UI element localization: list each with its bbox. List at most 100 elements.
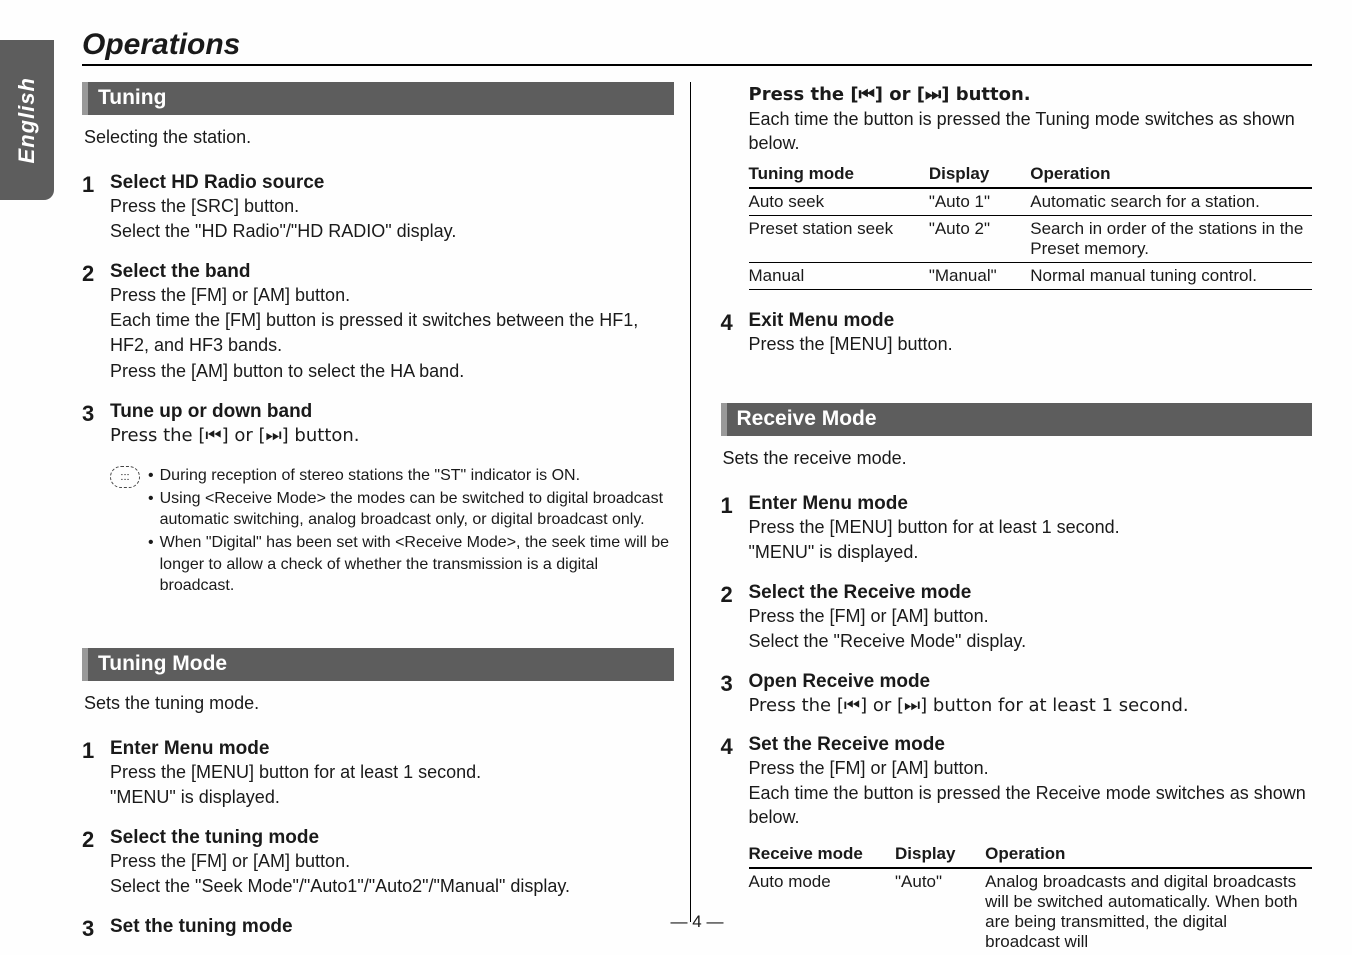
step-line: Press the [FM] or [AM] button. <box>749 606 1313 627</box>
cell: Normal manual tuning control. <box>1030 262 1312 289</box>
rx-step-4: 4 Set the Receive mode Press the [FM] or… <box>721 734 1313 832</box>
section-tuning-bar: Tuning <box>82 82 674 115</box>
step-line: Press the [⏮] or [⏭] button. <box>749 84 1313 105</box>
step-body: Exit Menu mode Press the [MENU] button. <box>749 310 1313 357</box>
step-line: Press the [MENU] button for at least 1 s… <box>749 517 1313 538</box>
th-tuning-mode: Tuning mode <box>749 162 929 188</box>
table-row: Manual "Manual" Normal manual tuning con… <box>749 262 1313 289</box>
tmode-continuation: Press the [⏮] or [⏭] button. Each time t… <box>749 82 1313 158</box>
tuning-step-3: 3 Tune up or down band Press the [⏮] or … <box>82 401 674 448</box>
step-body: Select the band Press the [FM] or [AM] b… <box>110 261 674 385</box>
step-title: Select the tuning mode <box>110 827 674 849</box>
step-number: 4 <box>721 734 749 832</box>
step-text: Each time the button is pressed the Tuni… <box>749 107 1313 156</box>
step-title: Exit Menu mode <box>749 310 1313 332</box>
cell: Search in order of the stations in the P… <box>1030 215 1312 262</box>
step-text: Each time the button is pressed the Rece… <box>749 781 1313 830</box>
cell: "Auto 1" <box>929 188 1030 216</box>
step-body: Open Receive mode Press the [⏮] or [⏭] b… <box>749 671 1313 718</box>
step-title: Select the Receive mode <box>749 582 1313 604</box>
step-line: Press the [⏮] or [⏭] button for at least… <box>749 695 1313 716</box>
step-body: Select the Receive mode Press the [FM] o… <box>749 582 1313 655</box>
step-text: Select the "HD Radio"/"HD RADIO" display… <box>110 219 674 243</box>
receive-mode-table: Receive mode Display Operation Auto mode… <box>749 842 1313 955</box>
note-body: During reception of stereo stations the … <box>148 464 674 598</box>
note-text: During reception of stereo stations the … <box>160 465 580 487</box>
tuning-step-1: 1 Select HD Radio source Press the [SRC]… <box>82 172 674 245</box>
step-title: Set the tuning mode <box>110 916 674 938</box>
step-text: Press the [AM] button to select the HA b… <box>110 359 674 383</box>
th-display: Display <box>895 842 985 868</box>
step-line: Press the [MENU] button for at least 1 s… <box>110 762 674 783</box>
note-block: ::: During reception of stereo stations … <box>110 464 674 598</box>
step-line: Press the [MENU] button. <box>749 334 1313 355</box>
step-title: Enter Menu mode <box>749 493 1313 515</box>
step-body: Select the tuning mode Press the [FM] or… <box>110 827 674 900</box>
cell: "Auto" <box>895 868 985 955</box>
section-receive-mode-bar: Receive Mode <box>721 403 1313 436</box>
page-title: Operations <box>82 28 1312 66</box>
step-number: 2 <box>721 582 749 655</box>
step-title: Set the Receive mode <box>749 734 1313 756</box>
left-column: Tuning Selecting the station. 1 Select H… <box>82 82 691 922</box>
table-header-row: Tuning mode Display Operation <box>749 162 1313 188</box>
th-operation: Operation <box>1030 162 1312 188</box>
cell: "Auto 2" <box>929 215 1030 262</box>
cell: Analog broadcasts and digital broadcasts… <box>985 868 1312 955</box>
step-number: 2 <box>82 261 110 385</box>
th-operation: Operation <box>985 842 1312 868</box>
rx-step-2: 2 Select the Receive mode Press the [FM]… <box>721 582 1313 655</box>
step-line: Press the [FM] or [AM] button. <box>110 851 674 872</box>
tmode-step-3: 3 Set the tuning mode <box>82 916 674 942</box>
spacer <box>721 363 1313 403</box>
step-line: Press the [SRC] button. <box>110 196 674 217</box>
right-column: Press the [⏮] or [⏭] button. Each time t… <box>721 82 1313 922</box>
note-bullet: When "Digital" has been set with <Receiv… <box>148 532 674 597</box>
step-number: 2 <box>82 827 110 900</box>
cell: Auto seek <box>749 188 929 216</box>
two-column-layout: Tuning Selecting the station. 1 Select H… <box>82 82 1312 922</box>
tuning-step-2: 2 Select the band Press the [FM] or [AM]… <box>82 261 674 385</box>
cell: Manual <box>749 262 929 289</box>
rx-step-3: 3 Open Receive mode Press the [⏮] or [⏭]… <box>721 671 1313 718</box>
tmode-step-2: 2 Select the tuning mode Press the [FM] … <box>82 827 674 900</box>
step-title: Enter Menu mode <box>110 738 674 760</box>
tuning-mode-lead: Sets the tuning mode. <box>84 693 674 714</box>
step-body: Set the tuning mode <box>110 916 674 942</box>
section-tuning-mode-bar: Tuning Mode <box>82 648 674 681</box>
step-line: Press the [FM] or [AM] button. <box>110 285 674 306</box>
table-row: Auto mode "Auto" Analog broadcasts and d… <box>749 868 1313 955</box>
rx-step-1: 1 Enter Menu mode Press the [MENU] butto… <box>721 493 1313 566</box>
tmode-step-4: 4 Exit Menu mode Press the [MENU] button… <box>721 310 1313 357</box>
step-line: Press the [FM] or [AM] button. <box>749 758 1313 779</box>
table-row: Preset station seek "Auto 2" Search in o… <box>749 215 1313 262</box>
note-text: Using <Receive Mode> the modes can be sw… <box>160 488 674 531</box>
step-text: Select the "Receive Mode" display. <box>749 629 1313 653</box>
step-title: Tune up or down band <box>110 401 674 423</box>
step-line: Press the [⏮] or [⏭] button. <box>110 425 674 446</box>
language-tab-label: English <box>14 77 40 163</box>
step-body: Select HD Radio source Press the [SRC] b… <box>110 172 674 245</box>
table-row: Auto seek "Auto 1" Automatic search for … <box>749 188 1313 216</box>
page-number: — 4 — <box>671 912 724 932</box>
th-display: Display <box>929 162 1030 188</box>
note-bullet: Using <Receive Mode> the modes can be sw… <box>148 488 674 531</box>
step-text: Each time the [FM] button is pressed it … <box>110 308 674 357</box>
cell: Preset station seek <box>749 215 929 262</box>
tuning-mode-table: Tuning mode Display Operation Auto seek … <box>749 162 1313 290</box>
step-text: "MENU" is displayed. <box>749 540 1313 564</box>
spacer <box>82 598 674 648</box>
step-number: 3 <box>82 916 110 942</box>
step-number: 1 <box>82 738 110 811</box>
step-number: 4 <box>721 310 749 357</box>
step-title: Select the band <box>110 261 674 283</box>
th-receive-mode: Receive mode <box>749 842 896 868</box>
cell: "Manual" <box>929 262 1030 289</box>
step-number: 1 <box>82 172 110 245</box>
receive-mode-lead: Sets the receive mode. <box>723 448 1313 469</box>
note-icon: ::: <box>110 466 140 488</box>
tmode-step-1: 1 Enter Menu mode Press the [MENU] butto… <box>82 738 674 811</box>
step-body: Enter Menu mode Press the [MENU] button … <box>749 493 1313 566</box>
step-text: Select the "Seek Mode"/"Auto1"/"Auto2"/"… <box>110 874 674 898</box>
step-title: Select HD Radio source <box>110 172 674 194</box>
